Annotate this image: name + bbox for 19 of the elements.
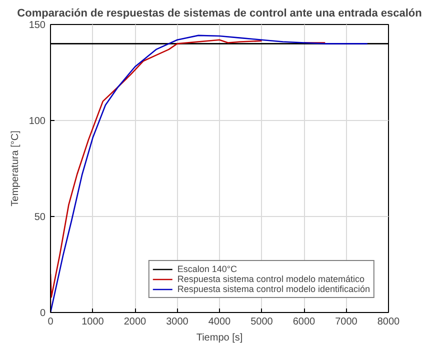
x-axis-title: Tiempo [s] [196, 332, 243, 344]
legend-label: Escalon 140°C [177, 264, 238, 274]
y-axis-title: Temperatura [°C] [10, 130, 21, 206]
x-tick-label: 3000 [166, 316, 189, 328]
x-tick-label: 4000 [208, 316, 232, 328]
y-tick-label: 0 [40, 308, 46, 319]
x-tick-label: 1000 [82, 316, 104, 328]
y-tick-label: 150 [28, 20, 46, 31]
x-tick-label: 0 [48, 316, 54, 328]
y-tick-label: 100 [28, 116, 46, 127]
x-tick-label: 7000 [335, 316, 358, 328]
x-tick-label: 5000 [250, 316, 274, 328]
x-tick-label: 8000 [377, 316, 400, 328]
legend-label: Respuesta sistema control modelo identificación [177, 284, 370, 294]
x-tick-label: 2000 [124, 316, 147, 328]
x-tick-label: 6000 [292, 316, 316, 328]
chart-title: Comparación de respuestas de sistemas de control ante una entrada escalón [17, 8, 422, 20]
legend-label: Respuesta sistema control modelo matemático [177, 274, 364, 284]
y-tick-label: 50 [34, 212, 46, 223]
